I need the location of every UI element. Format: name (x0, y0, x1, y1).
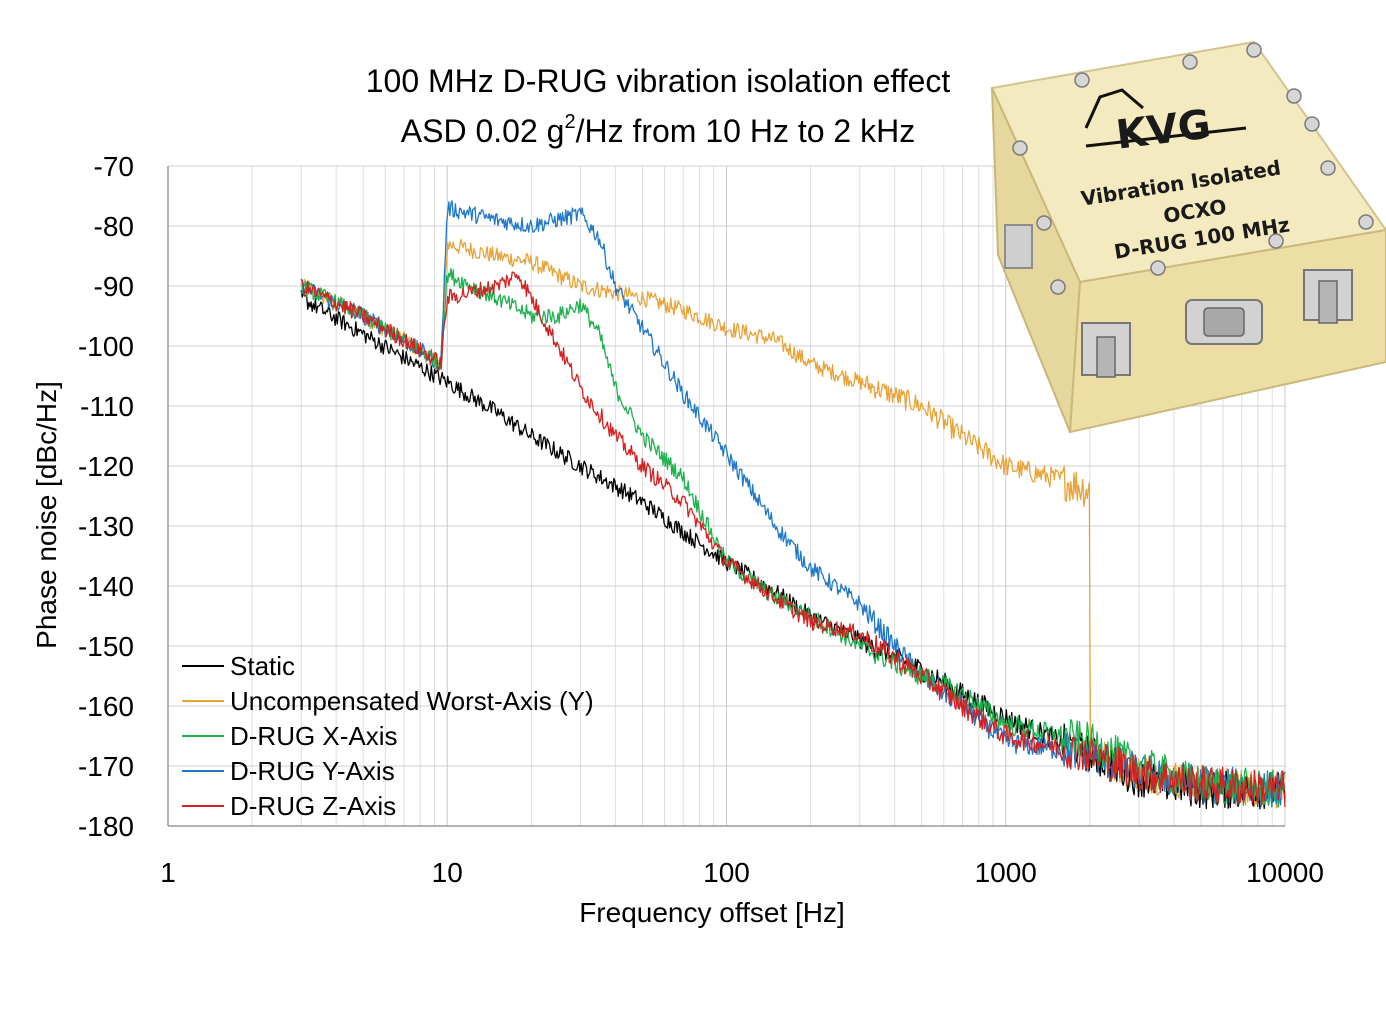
y-tick-label: -160 (78, 691, 134, 722)
legend: Static Uncompensated Worst-Axis (Y) D-RUG … (182, 651, 594, 821)
chart-title-line2-pre: ASD 0.02 g (401, 113, 565, 149)
series-line-d-rug-x-axis (300, 267, 1286, 808)
y-tick-label: -140 (78, 571, 134, 602)
connector-icons (1081, 269, 1353, 378)
y-tick-label: -110 (80, 391, 134, 422)
y-tick-label: -70 (94, 151, 134, 182)
logo-icon (1084, 88, 1144, 129)
series-line-d-rug-z-axis (300, 271, 1286, 808)
y-tick-label: -180 (78, 811, 134, 842)
product-image: KVG Vibration Isolated OCXO D-RUG 100 MH… (990, 40, 1386, 434)
y-tick-label: -90 (94, 271, 134, 302)
screw-icons (1012, 42, 1374, 295)
y-tick-label: -80 (94, 211, 134, 242)
legend-label: Uncompensated Worst-Axis (Y) (230, 686, 594, 716)
legend-label: D-RUG Z-Axis (230, 791, 396, 821)
y-tick-label: -130 (78, 511, 134, 542)
chart-title-line2-sup: 2 (564, 111, 575, 133)
y-tick-label: -170 (78, 751, 134, 782)
tick-labels: 1 10 100 1000 10000 -70 -80 -90 -100 -110 -120 -130… (78, 151, 1324, 888)
x-tick-label: 10000 (1246, 857, 1324, 888)
plot-frame (167, 166, 1285, 827)
chart-title-line2: ASD 0.02 g2/Hz from 10 Hz to 2 kHz (401, 111, 915, 149)
y-tick-label: -150 (78, 631, 134, 662)
x-tick-label: 10 (432, 857, 463, 888)
logo-underline-icon (1085, 126, 1247, 148)
series-layer (300, 200, 1286, 810)
x-tick-label: 1000 (975, 857, 1037, 888)
brand-logo-text: KVG (1114, 101, 1214, 158)
legend-label: D-RUG Y-Axis (230, 756, 395, 786)
y-tick-label: -120 (78, 451, 134, 482)
x-axis-label: Frequency offset [Hz] (579, 897, 845, 928)
x-tick-label: 100 (703, 857, 750, 888)
y-axis-label: Phase noise [dBc/Hz] (31, 381, 62, 649)
x-tick-label: 1 (160, 857, 176, 888)
chart-title-line1: 100 MHz D-RUG vibration isolation effect (366, 63, 951, 99)
y-tick-label: -100 (78, 331, 134, 362)
chart-title-line2-post: /Hz from 10 Hz to 2 kHz (576, 113, 916, 149)
legend-label: Static (230, 651, 295, 681)
mounting-tab (1004, 224, 1033, 269)
legend-label: D-RUG X-Axis (230, 721, 398, 751)
